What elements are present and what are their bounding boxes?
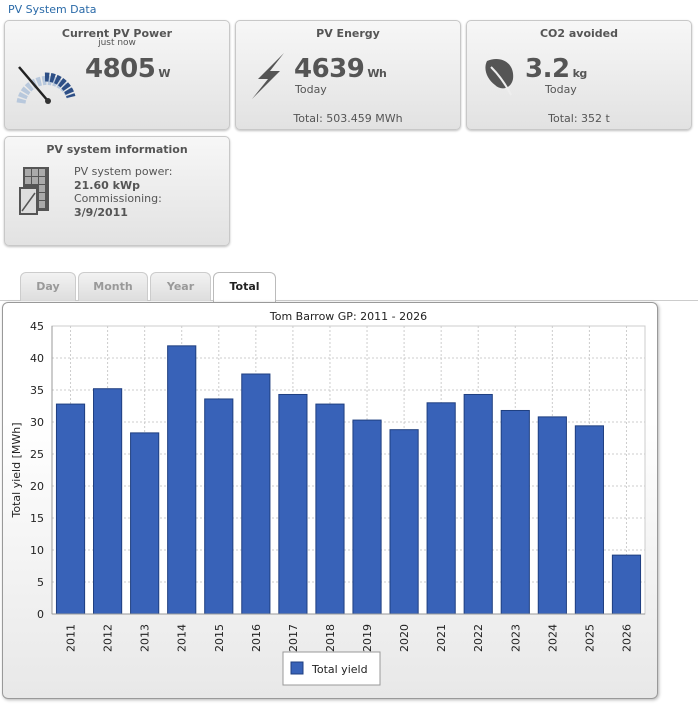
y-tick-label: 25 [30, 448, 44, 461]
power-value: 4805 W [85, 54, 171, 84]
x-tick-label: 2015 [213, 624, 226, 652]
bar-2024 [537, 416, 567, 615]
x-tick-label: 2016 [250, 624, 263, 652]
system-info-text: PV system power: 21.60 kWp Commissioning… [74, 165, 173, 219]
energy-value: 4639 Wh [294, 54, 387, 84]
leaf-icon [485, 59, 514, 96]
bar-2020 [389, 429, 419, 615]
tab-divider [0, 300, 698, 301]
y-tick-label: 10 [30, 544, 44, 557]
tab-year[interactable]: Year [150, 272, 211, 301]
energy-period: Today [295, 83, 327, 96]
y-tick-label: 30 [30, 416, 44, 429]
x-tick-label: 2011 [65, 624, 78, 652]
card-title: PV system information [46, 143, 188, 156]
gauge-icon [16, 66, 76, 104]
bar-2016 [241, 373, 271, 615]
y-tick-label: 40 [30, 352, 44, 365]
bar-2013 [130, 432, 160, 615]
x-tick-label: 2026 [620, 624, 633, 652]
legend-swatch [290, 661, 304, 675]
co2-period: Today [545, 83, 577, 96]
tab-total[interactable]: Total [213, 272, 276, 302]
x-tick-label: 2013 [139, 624, 152, 652]
bar-2022 [463, 393, 493, 615]
yield-chart: Tom Barrow GP: 2011 - 202605101520253035… [10, 310, 646, 686]
tab-month[interactable]: Month [78, 272, 148, 301]
bar-2026 [611, 554, 642, 615]
pv-energy-card: PV Energy 4639 Wh Today Total: 503.459 MW… [235, 20, 461, 130]
x-tick-label: 2014 [176, 624, 189, 652]
x-tick-label: 2022 [472, 624, 485, 652]
y-tick-label: 20 [30, 480, 44, 493]
bar-2021 [426, 402, 456, 615]
y-tick-label: 5 [37, 576, 44, 589]
x-tick-label: 2024 [546, 624, 559, 652]
current-power-card: Current PV Power just now 4805 W [4, 20, 230, 130]
x-tick-label: 2023 [509, 624, 522, 652]
solar-panel-icon [19, 167, 49, 215]
lightning-icon [252, 53, 284, 99]
page-title: PV System Data [8, 3, 97, 16]
chart-panel: Tom Barrow GP: 2011 - 2026 0 5 10 15 20 25 30 35… [2, 302, 658, 699]
x-tick-label: 2021 [435, 624, 448, 652]
bar-2025 [574, 425, 604, 615]
bar-2014 [167, 345, 197, 615]
y-tick-label: 15 [30, 512, 44, 525]
card-title: Current PV Power [61, 27, 173, 40]
co2-total: Total: 352 t [548, 112, 610, 125]
co2-card: CO2 avoided 3.2 kg Today Total: 352 t [466, 20, 692, 130]
y-axis-label: Total yield [MWh] [10, 423, 23, 519]
x-tick-label: 2017 [287, 624, 300, 652]
x-tick-label: 2025 [583, 624, 596, 652]
x-tick-label: 2012 [102, 624, 115, 652]
x-tick-label: 2019 [361, 624, 374, 652]
energy-total: Total: 503.459 MWh [293, 112, 403, 125]
y-tick-label: 45 [30, 320, 44, 333]
card-title: CO2 avoided [539, 27, 619, 40]
bar-2018 [315, 403, 345, 615]
bar-2011 [55, 403, 86, 615]
bar-2019 [352, 419, 382, 615]
co2-value: 3.2 kg [525, 54, 587, 84]
card-subtitle: just now [98, 38, 136, 48]
tab-day[interactable]: Day [20, 272, 76, 301]
x-tick-label: 2020 [398, 624, 411, 652]
bar-2023 [500, 409, 530, 615]
legend-label: Total yield [311, 663, 368, 676]
y-tick-label: 35 [30, 384, 44, 397]
chart-title: Tom Barrow GP: 2011 - 2026 [269, 310, 427, 323]
x-tick-label: 2018 [324, 624, 337, 652]
system-power-value: 21.60 kWp [74, 178, 140, 192]
bar-2012 [93, 388, 123, 615]
bar-2017 [278, 393, 308, 615]
bar-2015 [204, 398, 234, 615]
card-title: PV Energy [316, 27, 380, 40]
commissioning-value: 3/9/2011 [74, 205, 128, 219]
system-info-card: PV system information PV system power: 2… [4, 136, 230, 246]
y-tick-label: 0 [37, 608, 44, 621]
